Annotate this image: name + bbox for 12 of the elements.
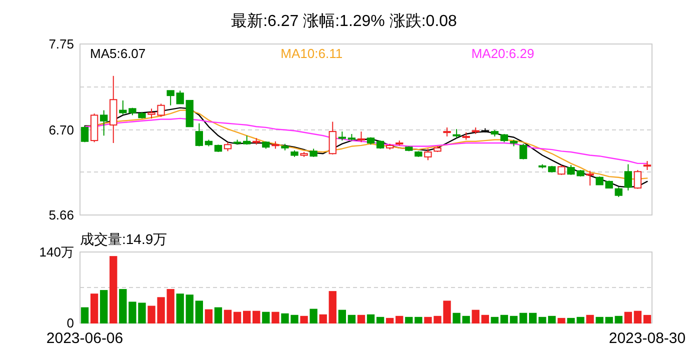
y-tick-label: 140万 [39, 244, 74, 260]
text: MA5:6.07 [90, 46, 146, 61]
y-tick-label: 0 [66, 316, 74, 330]
y-tick-label: 7.75 [48, 36, 74, 52]
text: MA10:6.11 [280, 46, 343, 61]
chart-title: 最新:6.27 涨幅:1.29% 涨跌:0.08 [231, 12, 458, 30]
chart-title: 成交量:14.9万 [80, 231, 168, 247]
y-tick-label: 5.66 [48, 208, 74, 222]
y-tick-label: 6.70 [48, 122, 74, 138]
text: MA20:6.29 [471, 46, 534, 61]
x-tick-label: 2023-08-30 [608, 330, 686, 347]
x-tick-label: 2023-06-06 [46, 330, 124, 347]
